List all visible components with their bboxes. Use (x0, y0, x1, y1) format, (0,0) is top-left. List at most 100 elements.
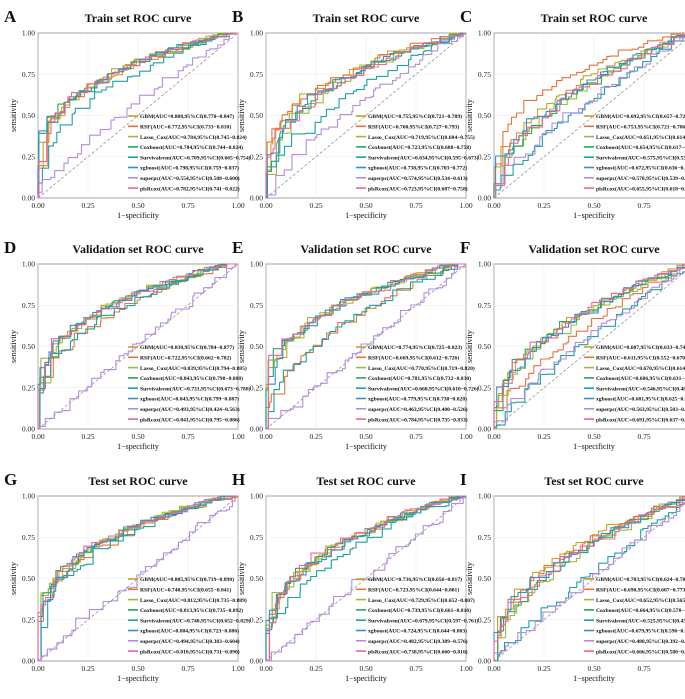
reference-diagonal (493, 39, 685, 199)
legend-label: Coxboost(AUC=0.654,95%CI(0.617−0.691) (596, 144, 685, 151)
legend-label: plsRcox(AUC=0.655,95%CI(0.618−0.691) (596, 185, 685, 192)
x-tick-label: 0.00 (31, 201, 44, 210)
x-tick-label: 0.50 (359, 201, 372, 210)
roc-curve-xgboost (265, 496, 467, 661)
legend-label: Lasso_Cox(AUC=0.770,95%CI(0.719−0.820) (368, 365, 475, 372)
x-tick-label: 0.75 (637, 201, 650, 210)
x-tick-label: 1.00 (231, 201, 244, 210)
x-tick-label: 1.00 (231, 664, 244, 673)
legend-label: superpc(AUC=0.563,95%CI(0.503−0.622) (596, 406, 685, 413)
legend-label: plsRcox(AUC=0.782,95%CI(0.741−0.822) (140, 185, 240, 192)
panel-title: Validation set ROC curve (300, 242, 432, 256)
reference-diagonal (37, 263, 239, 430)
reference-diagonal (493, 502, 685, 662)
y-tick-label: 1.00 (22, 29, 35, 38)
legend-label: GBM(AUC=0.755,95%CI(0.721−0.789) (368, 113, 462, 120)
roc-panel-C: C Train set ROC curve 0.000.00 0.25 0.25 0.50… (460, 7, 685, 220)
x-axis-label: 1−specificity (345, 442, 387, 451)
y-axis-label: sensitivity (465, 330, 474, 363)
y-tick-label: 0.00 (250, 657, 263, 666)
legend-label: plsRcox(AUC=0.841,95%CI(0.795−0.886) (140, 416, 240, 423)
x-axis-label: 1−specificity (573, 674, 615, 683)
roc-curve-plsrcox (37, 263, 238, 429)
legend-label: superpc(AUC=0.554,95%CI(0.508−0.600) (140, 175, 240, 182)
y-tick-label: 0.50 (250, 574, 263, 583)
panel-letter: C (460, 7, 472, 26)
x-axis-label: 1−specificity (117, 211, 159, 220)
y-tick-label: 0.25 (22, 152, 35, 161)
y-axis-label: sensitivity (465, 562, 474, 595)
y-tick-label: 0.00 (22, 657, 35, 666)
legend-label: Lasso_Cox(AUC=0.784,95%CI(0.745−0.824) (140, 134, 247, 141)
legend-label: RSF(AUC=0.753,95%CI(0.721−0.786) (596, 124, 685, 131)
reference-diagonal (265, 263, 467, 430)
y-tick-label: 0.50 (478, 574, 491, 583)
x-tick-label: 0.50 (131, 201, 144, 210)
legend-label: plsRcox(AUC=0.666,95%CI(0.580−0.751) (596, 648, 685, 655)
legend-label: plsRcox(AUC=0.691,95%CI(0.637−0.746) (596, 416, 685, 423)
roc-curve-rsf (494, 267, 685, 430)
legend-label: Survivalsvm(AUC=0.575,95%CI(0.536−0.613) (596, 154, 685, 161)
roc-curve-survivalsvm (38, 263, 238, 430)
legend-label: plsRcox(AUC=0.738,95%CI(0.660−0.816) (368, 648, 468, 655)
panel-letter: B (232, 7, 243, 26)
x-tick-label: 1.00 (459, 432, 472, 441)
roc-curve-superpc (494, 36, 685, 199)
panel-title: Test set ROC curve (316, 474, 416, 488)
legend-label: xgboost(AUC=0.679,95%CI(0.596−0.763) (596, 628, 685, 635)
y-tick-label: 0.25 (478, 615, 491, 624)
y-tick-label: 0.25 (250, 615, 263, 624)
x-tick-label: 0.00 (259, 432, 272, 441)
x-tick-label: 0.50 (131, 432, 144, 441)
legend-label: xgboost(AUC=0.738,95%CI(0.703−0.772) (368, 165, 467, 172)
y-axis-label: sensitivity (9, 330, 18, 363)
panel-letter: F (460, 238, 470, 257)
panel-letter: A (4, 7, 17, 26)
x-tick-label: 0.00 (31, 664, 44, 673)
legend-label: GBM(AUC=0.703,95%CI(0.624−0.782) (596, 576, 685, 583)
y-tick-label: 0.00 (478, 657, 491, 666)
x-tick-label: 0.50 (587, 201, 600, 210)
x-tick-label: 0.25 (81, 201, 94, 210)
y-tick-label: 0.75 (22, 301, 35, 310)
legend-label: Survivalsvm(AUC=0.731,95%CI(0.673−0.788) (140, 385, 251, 392)
roc-panel-B: B Train set ROC curve 0.000.00 0.25 0.25 0.50… (232, 7, 479, 220)
x-tick-label: 0.75 (181, 201, 194, 210)
legend-label: Lasso_Cox(AUC=0.651,95%CI(0.614−0.687) (596, 134, 685, 141)
x-tick-label: 0.75 (637, 432, 650, 441)
reference-diagonal (37, 495, 239, 662)
roc-curve-superpc (265, 32, 467, 198)
panel-letter: D (4, 238, 16, 257)
legend-label: xgboost(AUC=0.798,95%CI(0.759−0.837) (140, 165, 239, 172)
legend-label: Coxboost(AUC=0.686,95%CI(0.631−0.741) (596, 375, 685, 382)
roc-curve-rsf (493, 32, 685, 198)
roc-curve-plsrcox (494, 34, 685, 199)
x-tick-label: 1.00 (459, 201, 472, 210)
legend-label: superpc(AUC=0.578,95%CI(0.539−0.617) (596, 175, 685, 182)
x-tick-label: 0.75 (409, 432, 422, 441)
legend-label: Lasso_Cox(AUC=0.812,95%CI(0.735−0.889) (140, 597, 247, 604)
x-tick-label: 0.25 (81, 432, 94, 441)
y-tick-label: 0.00 (22, 425, 35, 434)
x-tick-label: 0.00 (259, 201, 272, 210)
legend-label: Coxboost(AUC=0.843,95%CI(0.798−0.888) (140, 375, 243, 382)
x-tick-label: 0.00 (487, 664, 500, 673)
x-tick-label: 0.00 (487, 432, 500, 441)
roc-panel-F: F Validation set ROC curve 0.000.00 0.25 0.2… (460, 238, 685, 451)
x-axis-label: 1−specificity (573, 442, 615, 451)
legend-label: superpc(AUC=0.480,95%CI(0.392−0.568) (596, 638, 685, 645)
roc-curve-superpc (266, 264, 467, 430)
y-tick-label: 0.75 (22, 533, 35, 542)
roc-curve-superpc (266, 496, 467, 662)
legend-label: Coxboost(AUC=0.739,95%CI(0.661−0.816) (368, 607, 471, 614)
legend-label: superpc(AUC=0.463,95%CI(0.400−0.526) (368, 406, 468, 413)
y-axis-label: sensitivity (465, 99, 474, 132)
y-tick-label: 0.25 (22, 383, 35, 392)
roc-curve-survivalsvm (38, 495, 238, 662)
y-tick-label: 0.75 (250, 70, 263, 79)
panel-title: Train set ROC curve (313, 11, 420, 25)
x-tick-label: 0.50 (359, 664, 372, 673)
roc-curve-plsrcox (493, 496, 685, 661)
legend-label: superpc(AUC=0.493,95%CI(0.424−0.563) (140, 406, 240, 413)
roc-curve-survivalsvm (494, 503, 685, 662)
